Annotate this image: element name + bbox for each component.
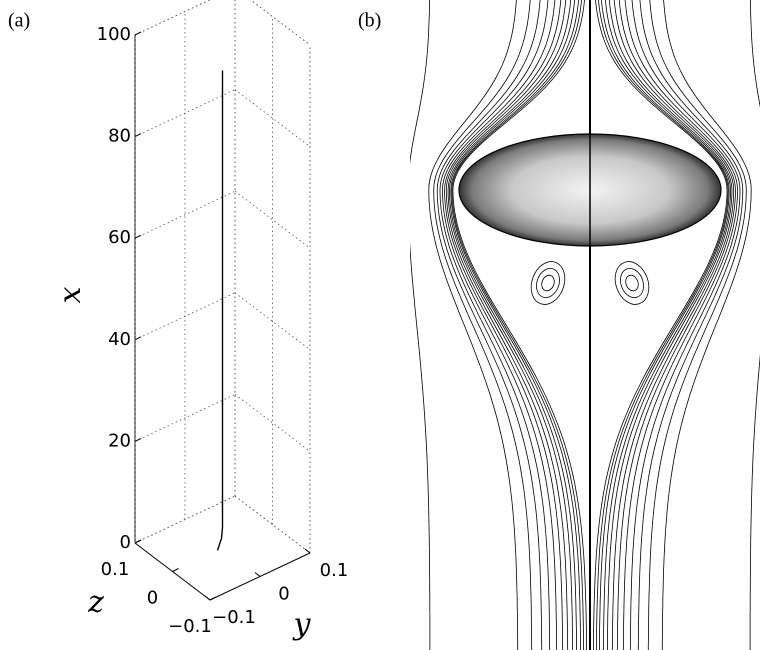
vortex — [530, 261, 566, 305]
streamline — [428, 0, 519, 650]
z-tick-label: 0.1 — [101, 559, 130, 580]
streamline — [452, 0, 587, 650]
tick-mark — [134, 336, 142, 341]
y-tick-label: 0.1 — [320, 560, 349, 581]
y-tick-label: 0 — [278, 584, 289, 605]
streamline — [596, 0, 729, 650]
x-tick-label: 100 — [97, 24, 131, 45]
streamline — [603, 0, 731, 650]
z-tick-label: −0.1 — [168, 616, 212, 637]
x-tick-label: 0 — [120, 532, 131, 553]
vortex — [536, 268, 560, 298]
streamline — [447, 0, 573, 650]
panel-b — [383, 0, 760, 650]
z-tick-label: 0 — [147, 588, 158, 609]
tick-mark — [209, 596, 217, 601]
tick-mark — [204, 595, 211, 601]
streamline — [451, 0, 584, 650]
grid-line — [134, 394, 236, 442]
streamline — [444, 0, 564, 650]
axis-label: y — [292, 607, 312, 642]
streamline — [629, 0, 741, 650]
streamline — [450, 0, 581, 650]
streamline — [622, 0, 738, 650]
tick-mark — [254, 572, 261, 577]
tick-mark — [134, 31, 142, 36]
panel-a: 0 20 40 60 80 100 −0.1 0 0.1 −0.1 0 0.1 x z y — [53, 0, 348, 642]
streamline — [439, 0, 551, 650]
tick-mark — [134, 234, 142, 239]
axis-label: x — [53, 286, 88, 303]
streamline — [647, 0, 747, 650]
streamline — [599, 0, 730, 650]
grid-line — [134, 190, 236, 239]
streamline — [445, 0, 569, 650]
axis-label: z — [87, 585, 104, 620]
streamline — [433, 0, 533, 650]
vortex — [541, 274, 555, 292]
streamline — [410, 0, 431, 650]
vortex — [620, 268, 644, 298]
vortex — [625, 274, 639, 292]
y-tick-label: −0.1 — [212, 607, 256, 628]
vortex — [614, 261, 650, 305]
tick-mark — [134, 437, 142, 442]
x-tick-label: 20 — [108, 430, 131, 451]
streamline — [593, 0, 728, 650]
x-tick-label: 40 — [108, 329, 131, 350]
x-tick-label: 80 — [108, 126, 131, 147]
streamline — [448, 0, 577, 650]
streamline — [749, 0, 760, 650]
box-edge — [134, 0, 211, 36]
streamline — [637, 0, 744, 650]
tick-mark — [172, 568, 179, 572]
streamline — [661, 0, 752, 650]
streamline — [436, 0, 543, 650]
streamline — [611, 0, 735, 650]
streamline — [616, 0, 736, 650]
streamline — [383, 0, 405, 650]
x-tick-label: 60 — [108, 227, 131, 248]
tick-mark — [134, 539, 142, 544]
tick-mark — [304, 548, 311, 554]
tick-mark — [134, 133, 142, 138]
trajectory — [216, 70, 224, 551]
panel-label: (b) — [358, 10, 381, 32]
streamline — [441, 0, 558, 650]
streamline — [607, 0, 733, 650]
grid-line — [134, 0, 211, 36]
panel-label: (a) — [8, 10, 30, 32]
